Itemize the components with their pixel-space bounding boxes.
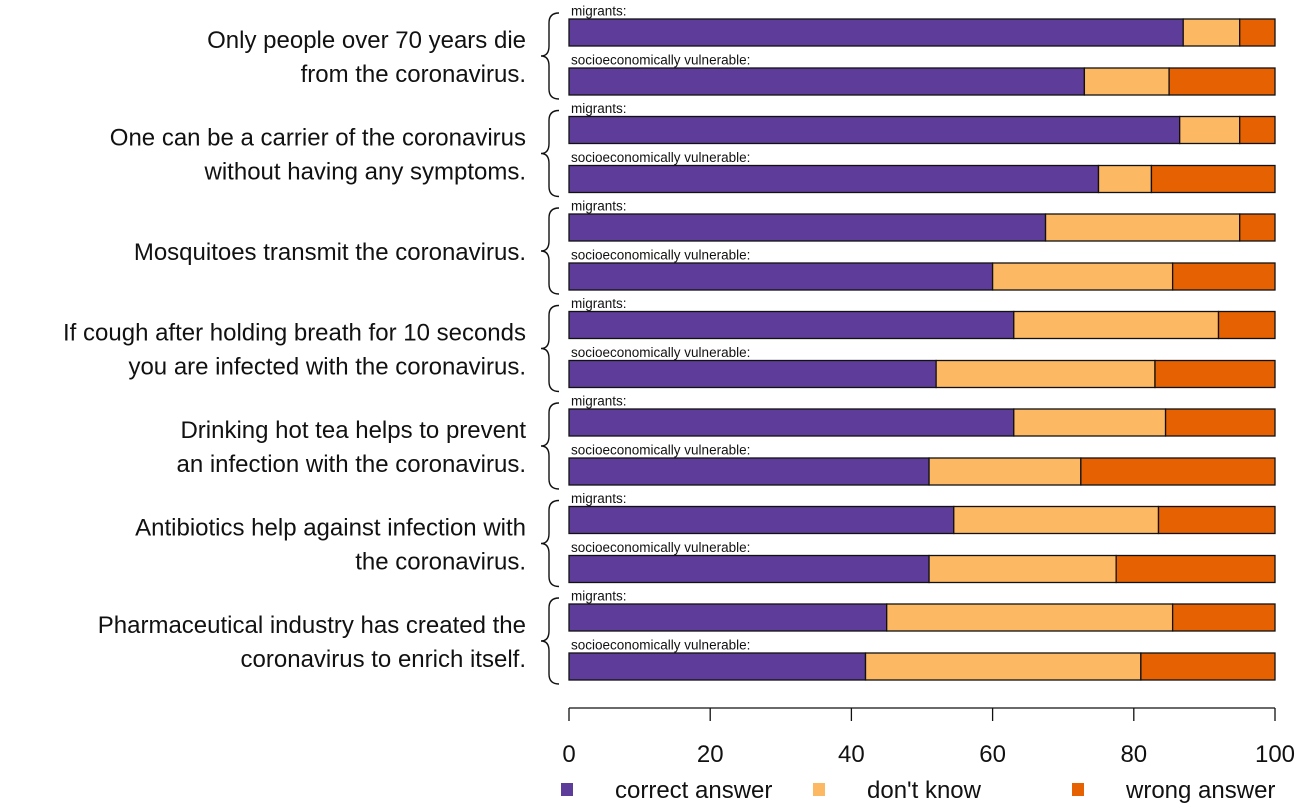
bar-segment-wrong-answer [1171,603,1276,632]
brace-4 [540,304,560,393]
bar-segment-wrong-answer [1150,164,1276,194]
bar-segment-wrong-answer [1168,67,1276,96]
bar-segment-wrong-answer [1239,18,1276,47]
statement-label: If cough after holding breath for 10 sec… [63,320,526,347]
bar-segment-wrong-answer [1171,262,1276,291]
bar-segment-don-t-know [928,554,1117,584]
group-label-migrants: migrants: [571,101,627,116]
legend-label-correct-answer: correct answer [615,777,772,804]
legend: correct answer don't know wrong answer [561,777,1275,804]
bars: migrants: socioeconomically vulnerable: mi… [568,4,1276,681]
bar-segment-don-t-know [953,505,1160,535]
legend-swatch-correct-answer [561,783,573,796]
bar-segment-correct-answer [568,505,955,535]
group-label-socioeconomically-vulnerable: socioeconomically vulnerable: [571,248,750,263]
group-label-socioeconomically-vulnerable: socioeconomically vulnerable: [571,345,750,360]
brace-2 [540,109,560,198]
bar-segment-correct-answer [568,115,1181,145]
statement-label: One can be a carrier of the coronavirus [110,125,526,152]
statement-label: coronavirus to enrich itself. [241,646,526,673]
bar-segment-correct-answer [568,310,1015,340]
bar-segment-don-t-know [1097,164,1153,194]
legend-swatch-wrong-answer [1072,783,1084,796]
bar-segment-wrong-answer [1164,408,1276,437]
group-label-socioeconomically-vulnerable: socioeconomically vulnerable: [571,150,750,165]
statement-label: Mosquitoes transmit the coronavirus. [134,239,526,266]
legend-label-don-t-know: don't know [867,777,982,804]
bar-segment-correct-answer [568,408,1015,437]
bar-segment-correct-answer [568,213,1047,242]
statement-label: Only people over 70 years die [207,27,526,54]
group-label-socioeconomically-vulnerable: socioeconomically vulnerable: [571,638,750,653]
bar-segment-don-t-know [886,603,1174,632]
bar-segment-wrong-answer [1157,505,1276,535]
bar-segment-don-t-know [864,652,1142,681]
bar-segment-wrong-answer [1080,457,1276,486]
bar-segment-wrong-answer [1239,115,1276,145]
bar-segment-correct-answer [568,359,937,389]
bar-segment-don-t-know [1182,18,1241,47]
bar-segment-wrong-answer [1115,554,1276,584]
bar-segment-correct-answer [568,262,994,291]
legend-swatch-don-t-know [813,783,825,796]
statement-labels: Only people over 70 years die from the co… [63,27,526,673]
group-label-migrants: migrants: [571,4,627,19]
brace-5 [540,402,560,490]
x-tick-label: 0 [562,741,575,768]
group-label-migrants: migrants: [571,199,627,214]
x-tick-label: 20 [697,741,724,768]
legend-label-wrong-answer: wrong answer [1125,777,1275,804]
group-label-socioeconomically-vulnerable: socioeconomically vulnerable: [571,53,750,68]
statement-label: Pharmaceutical industry has created the [98,612,526,639]
bar-segment-wrong-answer [1217,310,1276,340]
group-label-migrants: migrants: [571,491,627,506]
bar-segment-correct-answer [568,554,930,584]
brace-6 [540,499,560,588]
group-braces [540,12,560,685]
group-label-migrants: migrants: [571,589,627,604]
bar-segment-don-t-know [935,359,1156,389]
statement-label: Antibiotics help against infection with [135,515,526,542]
brace-1 [540,12,560,100]
bar-segment-don-t-know [1013,310,1220,340]
bar-segment-wrong-answer [1239,213,1276,242]
x-tick-label: 60 [979,741,1006,768]
bar-segment-don-t-know [1179,115,1241,145]
statement-label: without having any symptoms. [204,159,526,186]
statement-label: from the coronavirus. [301,61,526,88]
bar-segment-wrong-answer [1154,359,1276,389]
group-label-socioeconomically-vulnerable: socioeconomically vulnerable: [571,443,750,458]
bar-segment-don-t-know [1083,67,1170,96]
bar-segment-don-t-know [991,262,1174,291]
bar-segment-correct-answer [568,652,867,681]
statement-label: Drinking hot tea helps to prevent [180,417,526,444]
bar-segment-correct-answer [568,457,930,486]
bar-segment-correct-answer [568,603,888,632]
x-tick-label: 100 [1255,741,1295,768]
x-tick-label: 40 [838,741,865,768]
statement-label: an infection with the coronavirus. [176,451,526,478]
group-label-migrants: migrants: [571,296,627,311]
group-label-migrants: migrants: [571,394,627,409]
x-tick-label: 80 [1120,741,1147,768]
statement-label: the coronavirus. [355,549,526,576]
bar-segment-wrong-answer [1140,652,1276,681]
bar-segment-don-t-know [928,457,1082,486]
x-axis: 0 20 40 60 80 100 [562,707,1295,768]
bar-segment-don-t-know [1044,213,1241,242]
statement-label: you are infected with the coronavirus. [128,354,526,381]
bar-segment-correct-answer [568,67,1086,96]
bar-segment-don-t-know [1013,408,1167,437]
brace-7 [540,597,560,685]
bar-segment-correct-answer [568,18,1184,47]
group-label-socioeconomically-vulnerable: socioeconomically vulnerable: [571,540,750,555]
brace-3 [540,207,560,295]
bar-segment-correct-answer [568,164,1100,194]
